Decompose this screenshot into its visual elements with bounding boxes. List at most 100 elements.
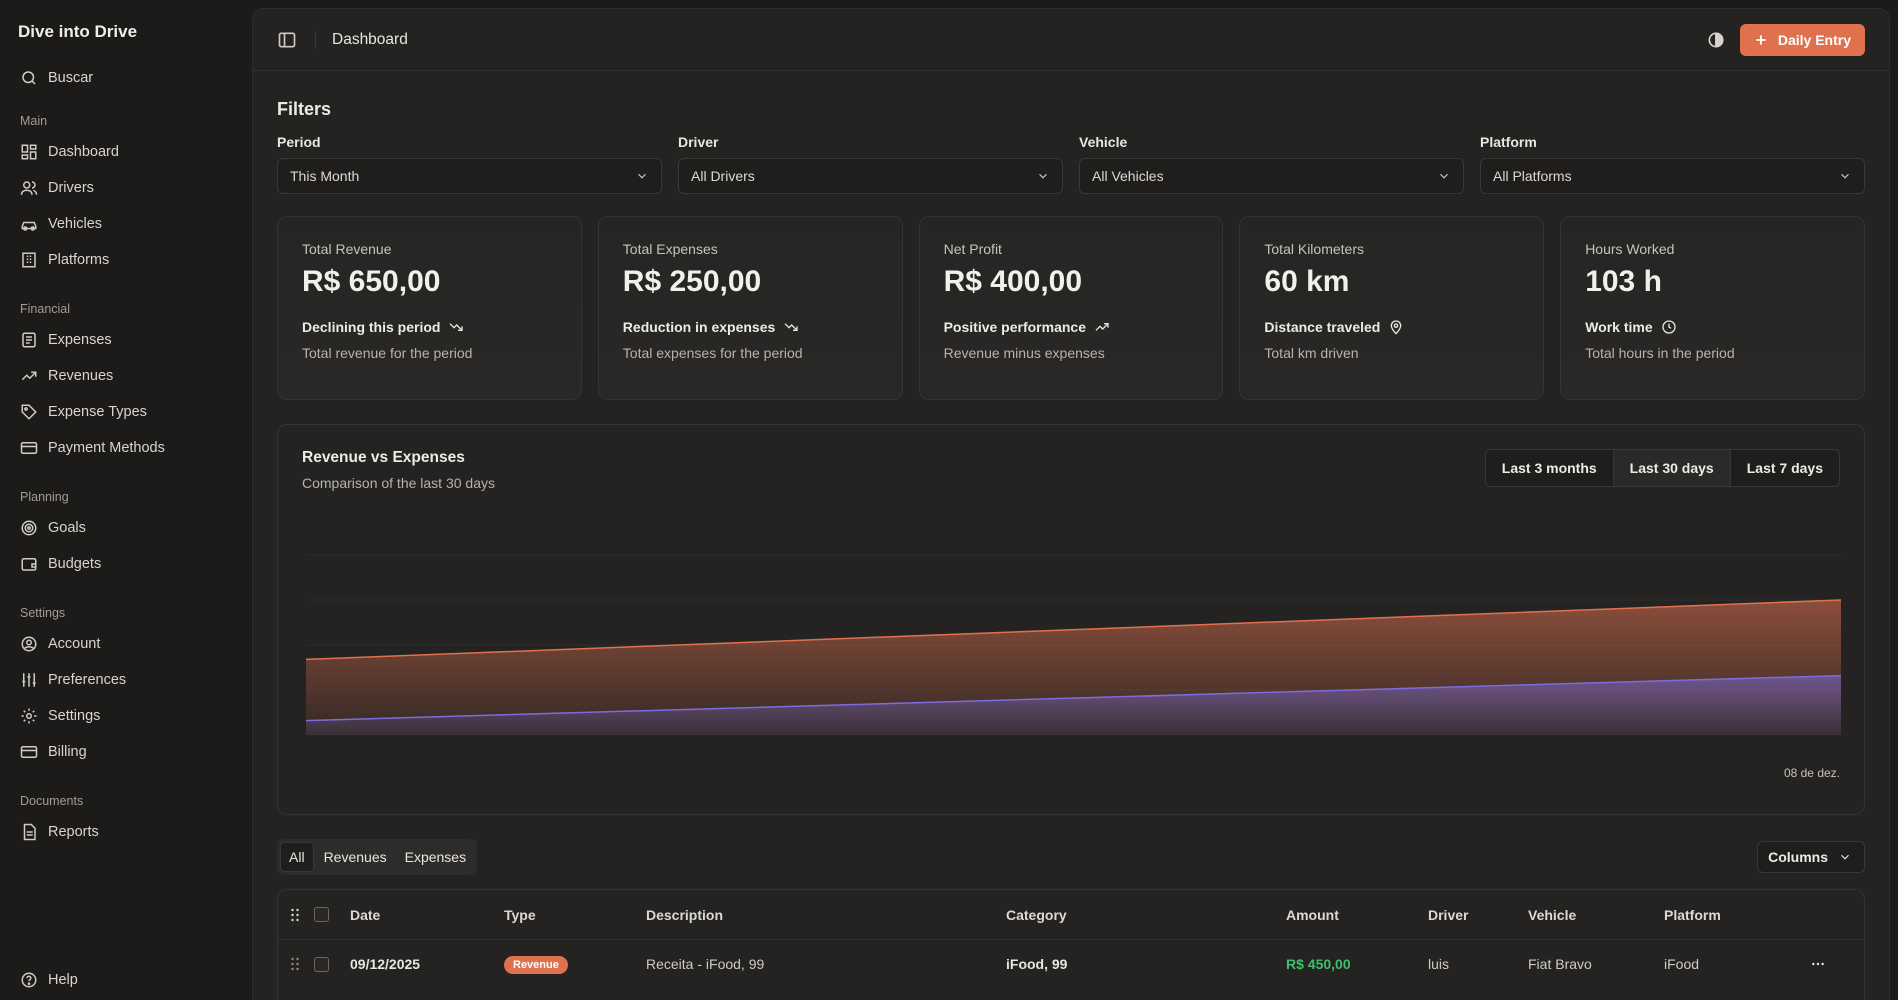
series-line-0 (306, 599, 1841, 661)
file-icon (23, 823, 36, 841)
sidebar-item-account[interactable]: Account (16, 626, 236, 662)
building-icon (22, 252, 36, 268)
range-3-months-button[interactable]: Last 3 months (1485, 450, 1613, 486)
range-7-days-button[interactable]: Last 7 days (1729, 450, 1839, 486)
chevron-down-icon (1440, 173, 1448, 179)
card-trend: Distance traveled (1264, 319, 1519, 335)
cell-platform: iFood (1664, 956, 1700, 972)
card-label: Total Expenses (622, 241, 718, 257)
platform-select[interactable]: All Platforms (1480, 158, 1865, 194)
column-header-description[interactable]: Description (646, 906, 724, 923)
sidebar-item-settings[interactable]: Settings (16, 698, 236, 734)
sidebar-item-expenses[interactable]: Expenses (16, 322, 236, 358)
sidebar-item-goals[interactable]: Goals (16, 510, 236, 546)
app-title: Dive into Drive (18, 22, 138, 41)
card-subtitle: Total expenses for the period (622, 345, 803, 361)
card-trend: Reduction in expenses (623, 319, 878, 335)
credit-card-icon (20, 442, 38, 454)
range-30-days-button[interactable]: Last 30 days (1612, 450, 1730, 486)
sidebar-item-vehicles[interactable]: Vehicles (16, 206, 236, 242)
main-panel: Dashboard Daily Entry Filters Period Thi… (252, 8, 1890, 1000)
sliders-icon (22, 673, 36, 687)
sidebar-item-label: Preferences (48, 672, 127, 688)
sidebar-item-label: Goals (48, 520, 86, 536)
sidebar-item-revenues[interactable]: Revenues (16, 358, 236, 394)
gear-icon (21, 708, 37, 724)
card-trend: Positive performance (944, 319, 1199, 335)
column-header-platform[interactable]: Platform (1664, 906, 1721, 923)
wallet-icon (21, 558, 37, 571)
trending-down-icon (784, 323, 798, 331)
help-button[interactable]: Help (16, 962, 82, 998)
tab-all[interactable]: All (280, 842, 314, 872)
row-checkbox[interactable] (314, 956, 329, 972)
sidebar-item-label: Platforms (48, 252, 110, 268)
cell-vehicle: Fiat Bravo (1528, 956, 1592, 972)
card-net-profit: Net Profit R$ 400,00 Positive performanc… (918, 216, 1224, 400)
select-value: This Month (290, 168, 360, 184)
trend-label: Declining this period (302, 319, 441, 335)
sidebar-item-payment-methods[interactable]: Payment Methods (16, 430, 236, 466)
target-icon (21, 520, 37, 536)
group-label-main: Main (20, 114, 48, 128)
topbar: Dashboard Daily Entry (253, 9, 1889, 71)
card-value: R$ 400,00 (943, 265, 1083, 298)
trend-label: Work time (1585, 319, 1653, 335)
car-icon (21, 221, 37, 231)
theme-toggle-icon[interactable] (1706, 30, 1726, 50)
search-label: Buscar (48, 70, 94, 86)
chevron-down-icon (1039, 173, 1047, 179)
filter-period: Period This Month (277, 134, 662, 194)
help-label: Help (48, 972, 78, 988)
columns-button[interactable]: Columns (1757, 841, 1865, 873)
sidebar-item-expense-types[interactable]: Expense Types (16, 394, 236, 430)
sidebar-item-dashboard[interactable]: Dashboard (16, 134, 236, 170)
tab-expenses[interactable]: Expenses (404, 849, 467, 865)
vehicle-select[interactable]: All Vehicles (1079, 158, 1464, 194)
transactions-table: Date Type Description Category Amount Dr… (277, 889, 1865, 1000)
sidebar-toggle-icon[interactable] (277, 30, 297, 50)
user-circle-icon (21, 636, 37, 652)
sidebar-item-platforms[interactable]: Platforms (16, 242, 236, 278)
sidebar-item-budgets[interactable]: Budgets (16, 546, 236, 582)
select-all-checkbox[interactable] (314, 907, 329, 922)
search-button[interactable]: Buscar (16, 60, 236, 96)
search-icon (22, 71, 36, 85)
table-filter-tabs: All Revenues Expenses (277, 839, 478, 875)
driver-select[interactable]: All Drivers (678, 158, 1063, 194)
sidebar-item-label: Dashboard (48, 144, 119, 160)
sidebar-item-label: Payment Methods (48, 440, 165, 456)
card-value: 60 km (1264, 265, 1350, 298)
drag-handle-icon[interactable] (290, 957, 300, 971)
trending-down-icon (449, 323, 464, 331)
period-select[interactable]: This Month (277, 158, 662, 194)
sidebar-item-reports[interactable]: Reports (16, 814, 236, 850)
column-header-amount[interactable]: Amount (1286, 906, 1339, 923)
select-value: All Drivers (691, 168, 755, 184)
sidebar-item-billing[interactable]: Billing (16, 734, 236, 770)
select-value: All Vehicles (1092, 168, 1164, 184)
card-subtitle: Revenue minus expenses (943, 345, 1105, 361)
sidebar-item-drivers[interactable]: Drivers (16, 170, 236, 206)
kpi-cards: Total Revenue R$ 650,00 Declining this p… (277, 216, 1865, 400)
table-header-row: Date Type Description Category Amount Dr… (278, 890, 1864, 940)
sidebar-item-preferences[interactable]: Preferences (16, 662, 236, 698)
table-row[interactable]: 09/12/2025 Revenue Receita - iFood, 99 i… (278, 940, 1864, 988)
cell-category: iFood, 99 (1006, 956, 1068, 972)
plus-icon (1756, 34, 1766, 45)
range-toggle-group: Last 3 months Last 30 days Last 7 days (1484, 449, 1840, 487)
sidebar-item-label: Budgets (48, 556, 102, 572)
column-header-type[interactable]: Type (504, 906, 536, 923)
column-header-vehicle[interactable]: Vehicle (1528, 906, 1577, 923)
more-horizontal-icon[interactable] (1810, 956, 1826, 972)
column-header-date[interactable]: Date (350, 906, 381, 923)
daily-entry-button[interactable]: Daily Entry (1739, 23, 1865, 56)
group-label-documents: Documents (20, 794, 84, 808)
column-header-driver[interactable]: Driver (1428, 906, 1469, 923)
cell-driver: luis (1428, 956, 1450, 972)
tab-revenues[interactable]: Revenues (323, 849, 387, 865)
column-header-category[interactable]: Category (1006, 906, 1067, 923)
card-trend: Work time (1585, 319, 1840, 335)
sidebar: Dive into Drive Buscar Main Dashboard Dr… (0, 0, 252, 1000)
chart-title: Revenue vs Expenses (302, 449, 465, 466)
